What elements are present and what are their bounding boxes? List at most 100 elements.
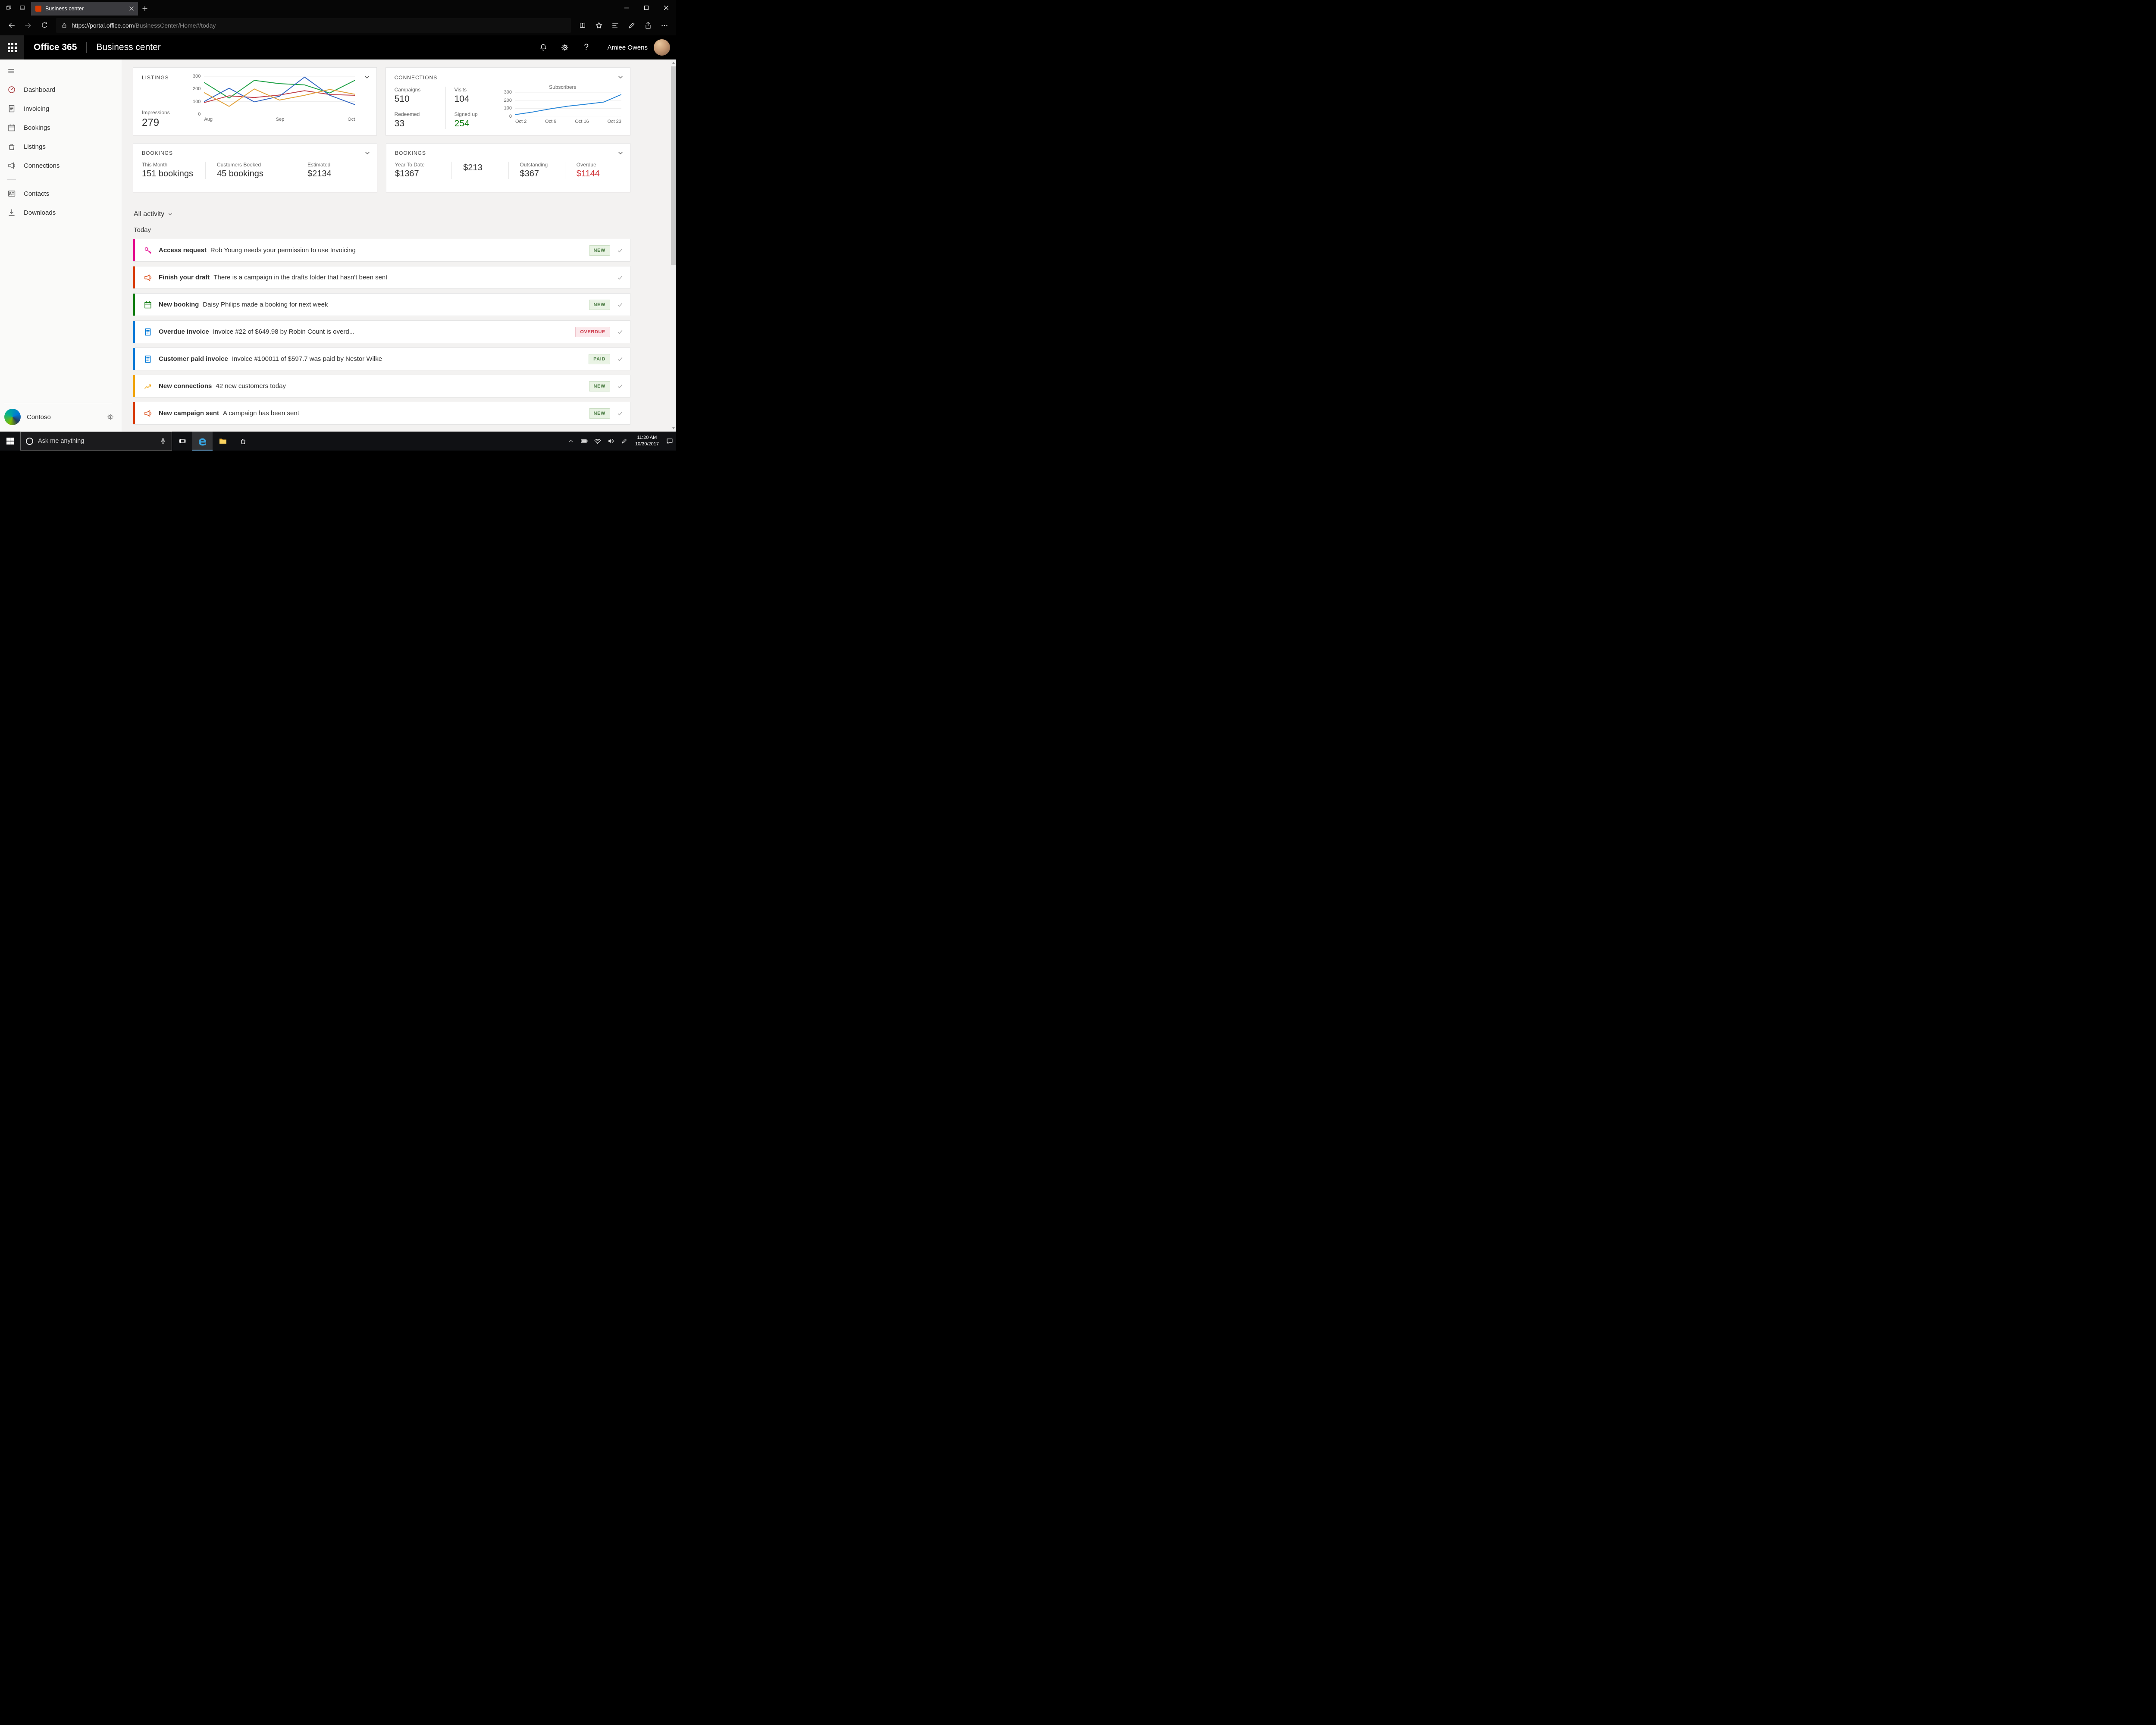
sidebar-item-bookings[interactable]: Bookings bbox=[0, 118, 122, 137]
business-center-favicon bbox=[35, 6, 41, 12]
card-title: CONNECTIONS bbox=[394, 75, 438, 81]
stat-label: Estimated bbox=[307, 162, 331, 168]
app-launcher-button[interactable] bbox=[0, 35, 24, 59]
campaigns-stat: Campaigns 510 bbox=[395, 87, 438, 104]
activity-filter-label: All activity bbox=[134, 210, 165, 218]
activity-row-new-connections[interactable]: New connections 42 new customers today N… bbox=[133, 375, 630, 398]
stat-label: Year To Date bbox=[395, 162, 425, 168]
stat-label: Overdue bbox=[576, 162, 596, 168]
task-view-button[interactable] bbox=[172, 432, 192, 451]
cortana-icon bbox=[26, 437, 33, 445]
minimize-button[interactable] bbox=[617, 0, 636, 16]
connections-stats: Campaigns 510 Redeemed 33 Visits 1 bbox=[395, 87, 493, 129]
url-text: https://portal.office.com/BusinessCenter… bbox=[72, 22, 216, 29]
reading-view-icon[interactable] bbox=[574, 18, 591, 33]
office-365-brand[interactable]: Office 365 bbox=[34, 42, 77, 52]
sidebar-item-downloads[interactable]: Downloads bbox=[0, 203, 122, 222]
org-name: Contoso bbox=[27, 413, 51, 421]
sidebar-item-label: Contacts bbox=[24, 190, 50, 197]
activity-accent-bar bbox=[133, 239, 135, 261]
action-center-icon[interactable] bbox=[663, 432, 676, 451]
pen-icon[interactable] bbox=[618, 432, 631, 451]
activity-row-new-campaign-sent[interactable]: New campaign sent A campaign has been se… bbox=[133, 402, 630, 425]
battery-icon[interactable] bbox=[578, 432, 591, 451]
more-options-icon[interactable] bbox=[656, 18, 673, 33]
sidebar-item-connections[interactable]: Connections bbox=[0, 156, 122, 175]
connections-card-chevron-icon[interactable] bbox=[618, 75, 623, 80]
activity-row-new-booking[interactable]: New booking Daisy Philips made a booking… bbox=[133, 293, 630, 316]
listings-chart-wrap: 300 200 100 0 Aug Sep Oct bbox=[193, 74, 357, 129]
stat-value: $213 bbox=[463, 163, 483, 172]
sidebar-item-label: Bookings bbox=[24, 124, 50, 131]
activity-filter-dropdown[interactable]: All activity bbox=[134, 210, 172, 218]
activity-row-finish-draft[interactable]: Finish your draft There is a campaign in… bbox=[133, 266, 630, 289]
sidebar-item-invoicing[interactable]: Invoicing bbox=[0, 99, 122, 118]
address-bar[interactable]: https://portal.office.com/BusinessCenter… bbox=[56, 18, 571, 33]
tab-title: Business center bbox=[45, 6, 84, 12]
browser-tab-business-center[interactable]: Business center bbox=[31, 2, 138, 16]
nav-toggle-button[interactable] bbox=[0, 62, 122, 80]
taskbar-store-icon[interactable] bbox=[233, 432, 253, 451]
activity-row-customer-paid-invoice[interactable]: Customer paid invoice Invoice #100011 of… bbox=[133, 348, 630, 370]
dismiss-check-icon[interactable] bbox=[615, 273, 625, 282]
start-button[interactable] bbox=[0, 432, 20, 451]
org-row[interactable]: Contoso bbox=[0, 403, 122, 432]
page-scrollbar[interactable] bbox=[671, 59, 676, 432]
dismiss-check-icon[interactable] bbox=[615, 300, 625, 310]
cortana-search-box[interactable]: Ask me anything bbox=[20, 432, 172, 451]
sidebar-item-contacts[interactable]: Contacts bbox=[0, 184, 122, 203]
bookings-card: BOOKINGS This Month 151 bookings Custome… bbox=[133, 143, 377, 192]
windows-logo-icon bbox=[6, 437, 14, 445]
app-title: Business center bbox=[96, 42, 161, 52]
taskbar-clock[interactable]: 11:20 AM 10/30/2017 bbox=[631, 435, 663, 448]
taskbar-edge-icon[interactable]: e bbox=[192, 432, 213, 451]
dismiss-check-icon[interactable] bbox=[615, 327, 625, 337]
card-title: BOOKINGS bbox=[142, 150, 173, 156]
stat-label: Customers Booked bbox=[217, 162, 261, 168]
set-tabs-aside-icon[interactable] bbox=[16, 1, 29, 15]
sidebar-item-dashboard[interactable]: Dashboard bbox=[0, 80, 122, 99]
org-settings-gear-icon[interactable] bbox=[107, 413, 116, 420]
close-button[interactable] bbox=[656, 0, 676, 16]
volume-icon[interactable] bbox=[605, 432, 618, 451]
forward-button[interactable] bbox=[20, 18, 36, 33]
activity-row-overdue-invoice[interactable]: Overdue invoice Invoice #22 of $649.98 b… bbox=[133, 320, 630, 343]
stat-label: Signed up bbox=[454, 111, 478, 117]
new-tab-button[interactable] bbox=[138, 2, 152, 16]
user-name[interactable]: Amiee Owens bbox=[607, 44, 648, 51]
share-icon[interactable] bbox=[640, 18, 656, 33]
tab-close-icon[interactable] bbox=[129, 6, 134, 11]
taskbar-file-explorer-icon[interactable] bbox=[213, 432, 233, 451]
notifications-bell-icon[interactable] bbox=[533, 35, 554, 59]
sidebar-item-listings[interactable]: Listings bbox=[0, 137, 122, 156]
listings-card-chevron-icon[interactable] bbox=[364, 75, 370, 80]
show-set-aside-tabs-icon[interactable] bbox=[2, 1, 16, 15]
bookings-card-chevron-icon[interactable] bbox=[365, 150, 370, 156]
activity-accent-bar bbox=[133, 402, 135, 424]
edge-logo: e bbox=[198, 433, 207, 448]
scrollbar-thumb[interactable] bbox=[671, 66, 676, 265]
dismiss-check-icon[interactable] bbox=[615, 354, 625, 364]
help-icon[interactable]: ? bbox=[576, 35, 597, 59]
dismiss-check-icon[interactable] bbox=[615, 409, 625, 418]
activity-accent-bar bbox=[133, 375, 135, 397]
activity-row-access-request[interactable]: Access request Rob Young needs your perm… bbox=[133, 239, 630, 262]
refresh-button[interactable] bbox=[36, 18, 53, 33]
favorites-star-icon[interactable] bbox=[591, 18, 607, 33]
wifi-icon[interactable] bbox=[591, 432, 605, 451]
user-avatar[interactable] bbox=[654, 39, 670, 56]
ink-icon[interactable] bbox=[624, 18, 640, 33]
settings-gear-icon[interactable] bbox=[554, 35, 576, 59]
activity-section-label: Today bbox=[134, 226, 151, 234]
maximize-button[interactable] bbox=[636, 0, 656, 16]
dismiss-check-icon[interactable] bbox=[615, 246, 625, 255]
invoice-icon bbox=[7, 104, 16, 113]
main-content: LISTINGS Impressions 279 300 200 100 0 Aug Se… bbox=[122, 59, 671, 432]
bookings-finance-card-chevron-icon[interactable] bbox=[618, 150, 623, 156]
hub-icon[interactable] bbox=[607, 18, 624, 33]
back-button[interactable] bbox=[3, 18, 20, 33]
tab-actions bbox=[0, 0, 31, 16]
tray-chevron-up-icon[interactable] bbox=[564, 432, 578, 451]
dismiss-check-icon[interactable] bbox=[615, 382, 625, 391]
microphone-icon[interactable] bbox=[160, 438, 166, 445]
